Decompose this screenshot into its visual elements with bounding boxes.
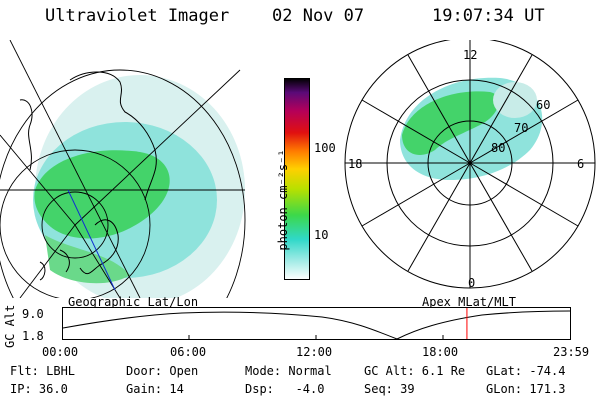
status-door: Door: Open [126,364,199,378]
mlt-label-6: 6 [577,157,585,171]
altitude-curve [62,310,571,340]
status-mode: Mode: Normal [245,364,332,378]
timeline-axis-label: GC Alt [3,304,17,348]
mlt-label-0: 0 [468,276,476,290]
timeline-xtick-0000: 00:00 [42,345,79,359]
status-glon: GLon: 171.3 [486,382,566,396]
status-glat: GLat: -74.4 [486,364,566,378]
status-dsp: Dsp: -4.0 [245,382,325,396]
timeline-xtick-1200: 12:00 [296,345,333,359]
timeline-ytick-low: 1.8 [22,329,44,343]
colorbar [284,78,310,280]
status-ip: IP: 36.0 [10,382,68,396]
apex-panel-label: Apex MLat/MLT [422,295,516,309]
mlat-label-60: 60 [536,98,551,112]
mlat-label-80: 80 [491,141,506,155]
timeline-ytick-high: 9.0 [22,307,44,321]
colorbar-tick-100: 100 [314,141,336,155]
orbit-track [67,189,116,291]
status-gc-alt: GC Alt: 6.1 Re [364,364,466,378]
geographic-panel-label: Geographic Lat/Lon [68,295,199,309]
status-filter: Flt: LBHL [10,364,76,378]
status-seq: Seq: 39 [364,382,415,396]
mlt-label-18: 18 [348,157,363,171]
colorbar-tick-10: 10 [314,228,329,242]
polar-emission-green [402,91,499,155]
colorbar-label: photon cm⁻²s⁻¹ [276,149,290,251]
polar-mlt-plot [344,40,596,289]
instrument-title: Ultraviolet Imager [45,6,230,26]
observation-time: 19:07:34 UT [432,6,545,26]
observation-date: 02 Nov 07 [272,6,365,26]
polar-emission-faint [493,82,537,118]
coastline [19,71,157,281]
timeline-xtick-0600: 06:00 [170,345,207,359]
timeline-xtick-1800: 18:00 [422,345,459,359]
mlat-label-70: 70 [514,121,529,135]
timeline-xtick-2359: 23:59 [553,345,590,359]
mlt-label-12: 12 [463,48,478,62]
altitude-timeline [62,307,571,340]
status-gain: Gain: 14 [126,382,184,396]
geographic-map [0,40,246,298]
